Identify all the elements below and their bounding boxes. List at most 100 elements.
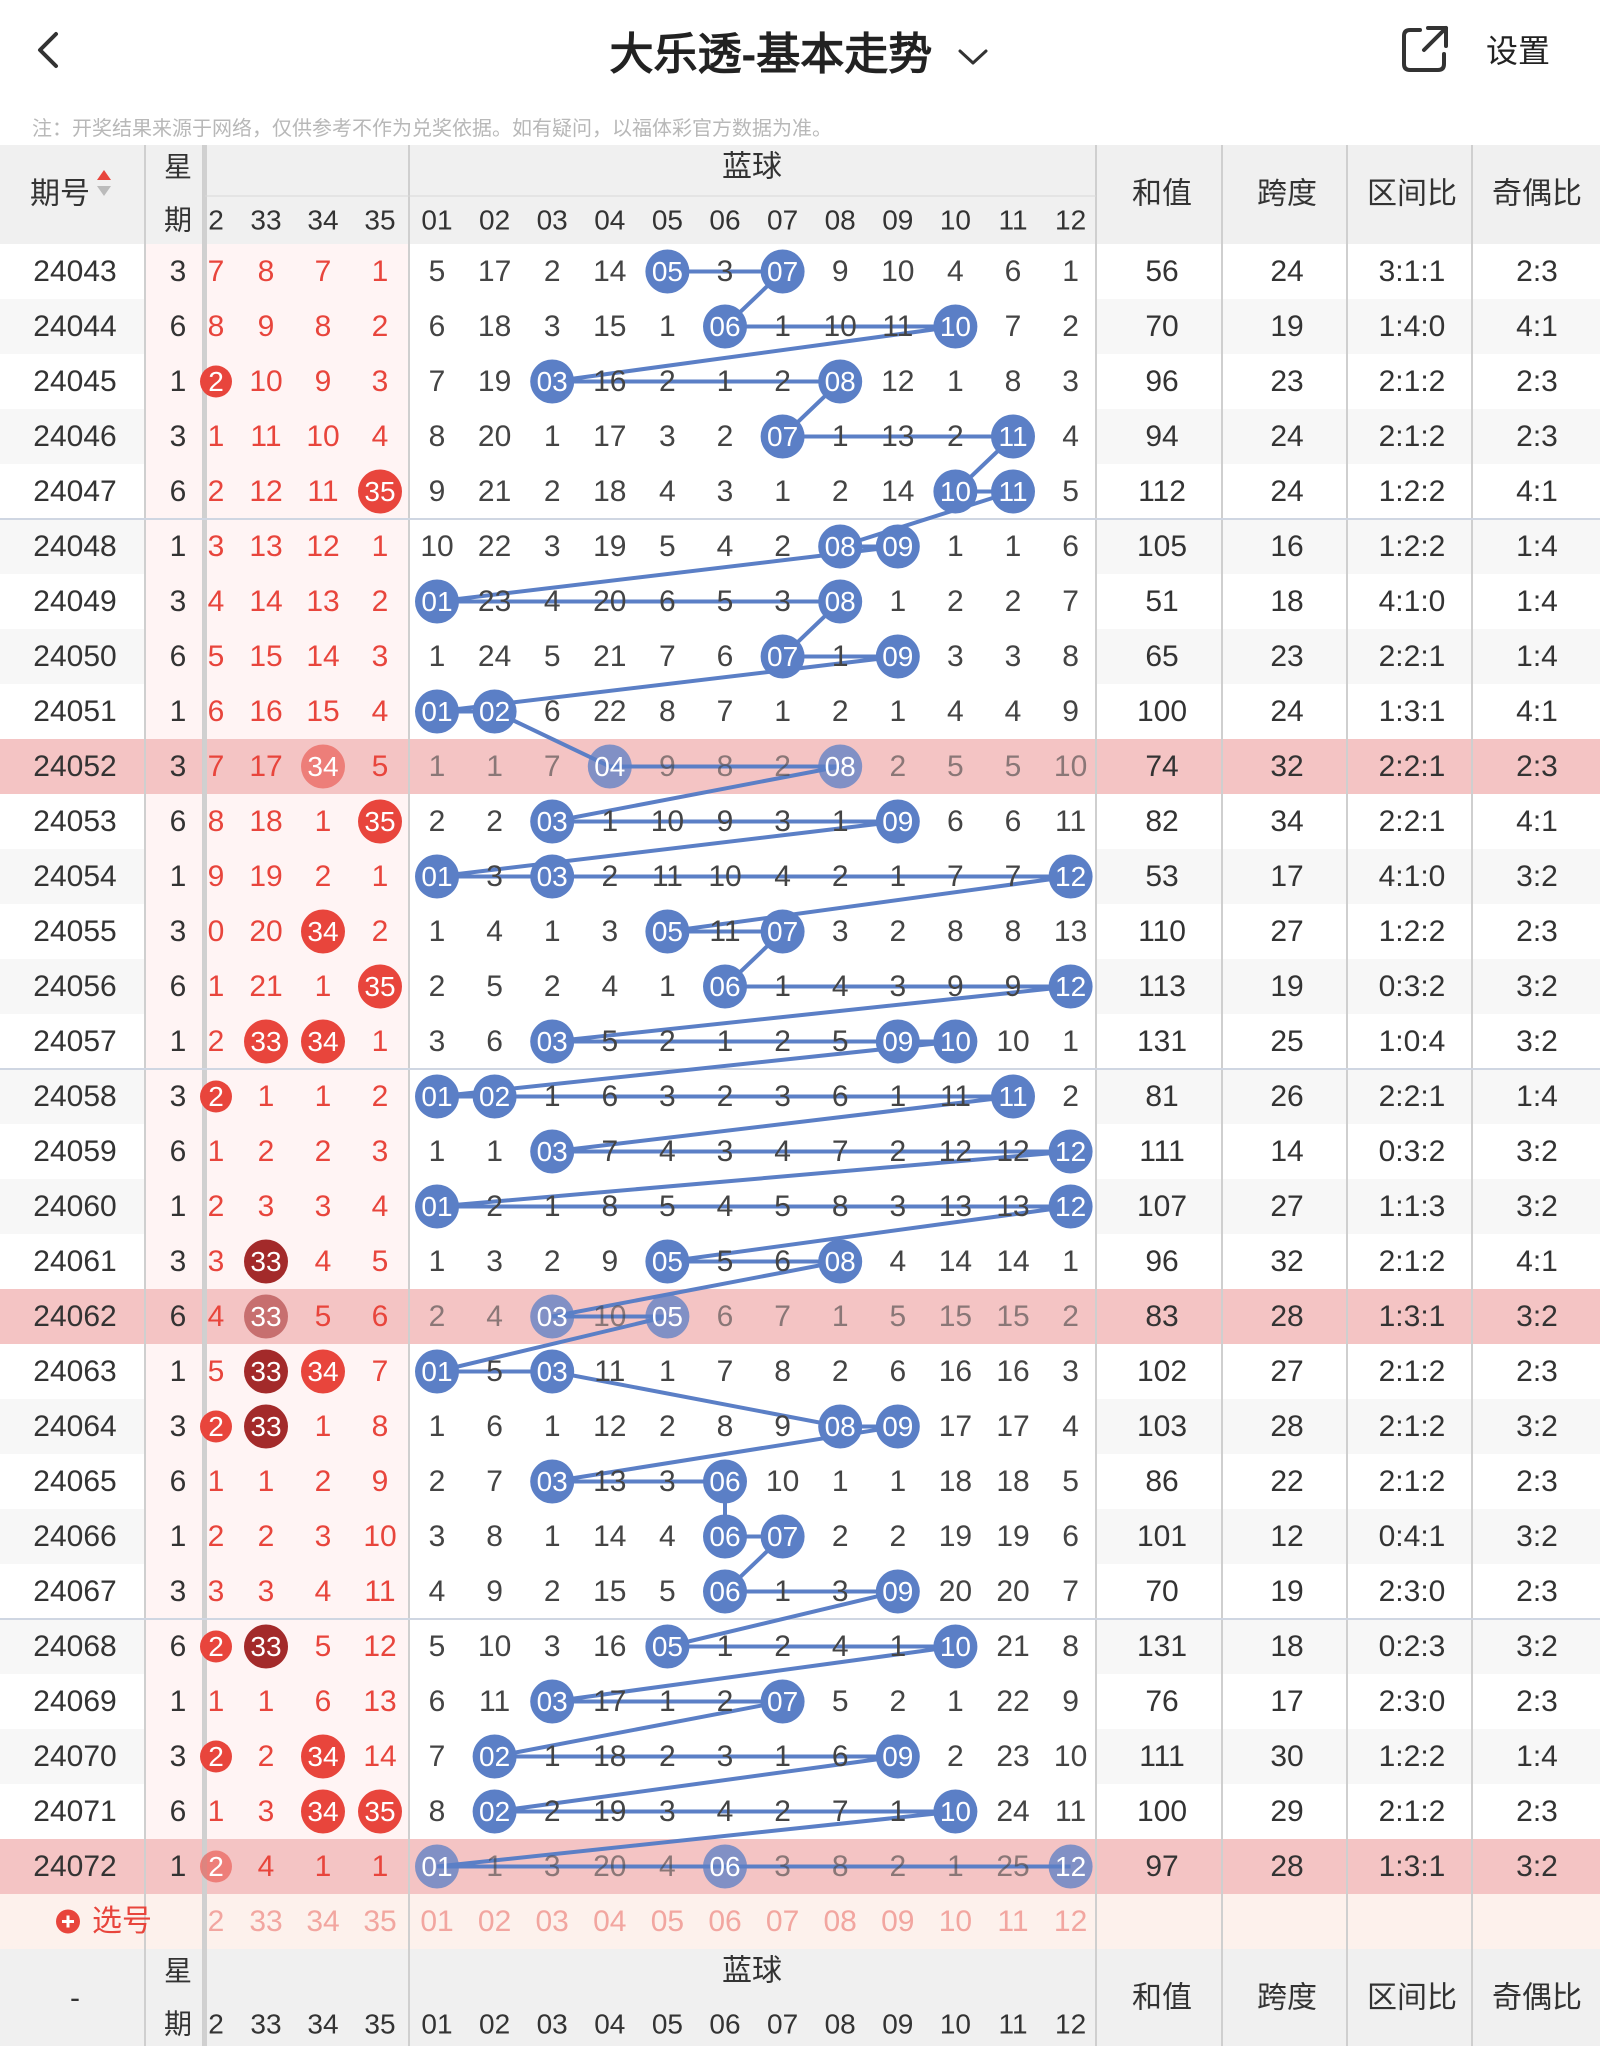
header-blue-num: 12 (1055, 205, 1086, 236)
blue-miss: 8 (429, 420, 446, 453)
sum-value: 70 (1145, 1575, 1178, 1608)
pick-blue-num[interactable]: 01 (420, 1905, 453, 1938)
front-ball (244, 1624, 288, 1669)
blue-ball-num: 03 (537, 861, 568, 892)
blue-miss: 7 (544, 750, 561, 783)
odd-even-ratio: 2:3 (1516, 1795, 1558, 1828)
blue-miss: 2 (889, 1135, 906, 1168)
blue-miss: 5 (486, 970, 503, 1003)
issue-cell-bg (0, 244, 145, 299)
blue-miss: 7 (774, 1300, 791, 1333)
blue-ball-num: 03 (537, 1026, 568, 1057)
blue-miss: 1 (832, 805, 849, 838)
blue-miss: 3 (659, 420, 676, 453)
blue-miss: 3 (544, 310, 561, 343)
odd-even-ratio: 4:1 (1516, 805, 1558, 838)
blue-miss: 4 (429, 1575, 446, 1608)
span-value: 28 (1270, 1300, 1303, 1333)
pick-blue-num[interactable]: 02 (478, 1905, 511, 1938)
blue-miss: 4 (717, 530, 734, 563)
zone-ratio: 2:1:2 (1379, 420, 1446, 453)
front-miss: 2 (208, 1520, 225, 1553)
front-miss: 2 (315, 1465, 332, 1498)
pick-blue-num[interactable]: 06 (708, 1905, 741, 1938)
zone-ratio: 2:2:1 (1379, 750, 1446, 783)
issue-cell-bg (0, 1509, 145, 1564)
odd-even-ratio: 2:3 (1516, 1575, 1558, 1608)
zone-ratio: 4:1:0 (1379, 860, 1446, 893)
pick-front-num[interactable]: 35 (363, 1905, 396, 1938)
zone-ratio: 4:1:0 (1379, 585, 1446, 618)
share-icon[interactable] (1398, 22, 1452, 76)
footer-issue: - (70, 1982, 80, 2015)
sum-value: 103 (1137, 1410, 1187, 1443)
pick-blue-num[interactable]: 10 (939, 1905, 972, 1938)
pick-blue-num[interactable]: 07 (766, 1905, 799, 1938)
pick-front-num[interactable]: 33 (249, 1905, 282, 1938)
blue-miss: 2 (1062, 1080, 1079, 1113)
blue-miss: 4 (832, 970, 849, 1003)
blue-ball-num: 01 (421, 1356, 452, 1387)
blue-miss: 9 (774, 1410, 791, 1443)
add-pick-icon[interactable] (56, 1909, 80, 1934)
sum-value: 111 (1139, 1135, 1185, 1168)
blue-miss: 9 (717, 805, 734, 838)
pick-blue-num[interactable]: 03 (536, 1905, 569, 1938)
front-miss: 1 (315, 1850, 332, 1883)
pick-front-num[interactable]: 2 (208, 1905, 225, 1938)
blue-miss: 3 (774, 805, 791, 838)
pick-blue-num[interactable]: 08 (824, 1905, 857, 1938)
front-miss: 11 (307, 475, 338, 508)
blue-miss: 7 (601, 1135, 618, 1168)
blue-miss: 3 (429, 1025, 446, 1058)
blue-miss: 7 (1062, 1575, 1079, 1608)
blue-ball (415, 1184, 459, 1229)
blue-miss: 1 (717, 1025, 734, 1058)
blue-miss: 1 (832, 1465, 849, 1498)
blue-ball (933, 1789, 978, 1834)
front-zone-bg (145, 409, 409, 464)
front-zone-bg (145, 849, 409, 904)
blue-miss: 4 (659, 1850, 676, 1883)
pick-blue-num[interactable]: 04 (593, 1905, 626, 1938)
blue-ball-num: 03 (537, 1686, 568, 1717)
issue-number: 24064 (33, 1410, 116, 1443)
pick-blue-num[interactable]: 05 (651, 1905, 684, 1938)
header-zone: 区间比 (1367, 178, 1457, 211)
pick-blue-num[interactable]: 11 (997, 1905, 1028, 1938)
front-ball-num: 34 (307, 751, 338, 782)
issue-number: 24060 (33, 1190, 116, 1223)
page-title[interactable]: 大乐透-基本走势 (0, 18, 1600, 82)
blue-miss: 2 (947, 1740, 964, 1773)
select-number-button[interactable]: 选号 (92, 1905, 152, 1938)
front-miss: 4 (208, 585, 225, 618)
blue-miss: 5 (717, 585, 734, 618)
weekday: 6 (170, 640, 187, 673)
blue-ball-num: 06 (709, 1521, 740, 1552)
blue-miss: 20 (593, 585, 626, 618)
blue-ball-num: 07 (767, 421, 798, 452)
blue-ball-num: 12 (1055, 971, 1086, 1002)
pick-blue-num[interactable]: 12 (1054, 1905, 1087, 1938)
front-zone-bg (145, 244, 409, 299)
blue-miss: 3 (717, 255, 734, 288)
blue-miss: 5 (717, 1245, 734, 1278)
front-miss: 3 (258, 1190, 275, 1223)
zone-ratio: 1:2:2 (1379, 475, 1446, 508)
back-arrow-icon[interactable] (22, 22, 78, 78)
sum-value: 81 (1145, 1080, 1178, 1113)
issue-number: 24069 (33, 1685, 116, 1718)
pick-blue-num[interactable]: 09 (881, 1905, 914, 1938)
blue-miss: 1 (486, 1850, 503, 1883)
blue-miss: 15 (996, 1300, 1029, 1333)
front-ball-num: 34 (307, 1741, 338, 1772)
blue-miss: 2 (832, 1355, 849, 1388)
span-value: 28 (1270, 1410, 1303, 1443)
settings-button[interactable]: 设置 (1486, 33, 1551, 69)
blue-ball-num: 03 (537, 1466, 568, 1497)
front-miss: 1 (208, 1135, 225, 1168)
blue-miss: 9 (1005, 970, 1022, 1003)
pick-front-num[interactable]: 34 (306, 1905, 339, 1938)
blue-miss: 3 (1062, 365, 1079, 398)
